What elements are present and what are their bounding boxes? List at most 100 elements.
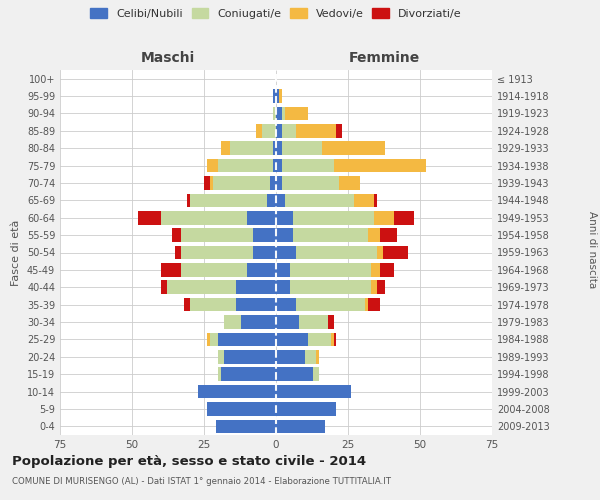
- Bar: [276, 315, 299, 329]
- Bar: [365, 298, 368, 312]
- Bar: [181, 263, 247, 276]
- Bar: [276, 142, 282, 155]
- Bar: [276, 90, 279, 103]
- Bar: [371, 280, 377, 294]
- Bar: [236, 298, 276, 312]
- Bar: [161, 211, 247, 224]
- Bar: [377, 280, 385, 294]
- Bar: [276, 124, 282, 138]
- Bar: [282, 142, 322, 155]
- Bar: [224, 315, 241, 329]
- Bar: [273, 106, 276, 120]
- Bar: [276, 263, 290, 276]
- Bar: [204, 176, 210, 190]
- Bar: [273, 142, 276, 155]
- Text: Maschi: Maschi: [141, 51, 195, 65]
- Bar: [296, 246, 377, 260]
- Bar: [276, 368, 313, 381]
- Bar: [224, 350, 276, 364]
- Bar: [276, 385, 351, 398]
- Bar: [184, 298, 190, 312]
- Bar: [276, 350, 305, 364]
- Bar: [354, 194, 374, 207]
- Bar: [316, 350, 319, 364]
- Bar: [276, 298, 296, 312]
- Bar: [337, 124, 342, 138]
- Bar: [210, 176, 212, 190]
- Bar: [276, 228, 293, 242]
- Bar: [282, 159, 334, 172]
- Bar: [276, 246, 296, 260]
- Bar: [273, 90, 276, 103]
- Bar: [218, 368, 221, 381]
- Bar: [383, 246, 409, 260]
- Bar: [221, 368, 276, 381]
- Bar: [374, 211, 394, 224]
- Bar: [198, 385, 276, 398]
- Bar: [284, 194, 354, 207]
- Bar: [334, 159, 426, 172]
- Bar: [218, 159, 273, 172]
- Bar: [210, 332, 218, 346]
- Bar: [368, 298, 380, 312]
- Text: COMUNE DI MURISENGO (AL) - Dati ISTAT 1° gennaio 2014 - Elaborazione TUTTITALIA.: COMUNE DI MURISENGO (AL) - Dati ISTAT 1°…: [12, 478, 391, 486]
- Bar: [262, 124, 276, 138]
- Bar: [187, 194, 190, 207]
- Bar: [371, 263, 380, 276]
- Bar: [276, 280, 290, 294]
- Text: Femmine: Femmine: [349, 51, 419, 65]
- Bar: [313, 368, 319, 381]
- Bar: [218, 350, 224, 364]
- Bar: [296, 124, 337, 138]
- Bar: [230, 142, 273, 155]
- Bar: [308, 332, 331, 346]
- Bar: [181, 228, 253, 242]
- Bar: [212, 176, 270, 190]
- Bar: [247, 263, 276, 276]
- Bar: [279, 90, 282, 103]
- Bar: [293, 211, 374, 224]
- Text: Popolazione per età, sesso e stato civile - 2014: Popolazione per età, sesso e stato civil…: [12, 455, 366, 468]
- Bar: [276, 211, 293, 224]
- Bar: [236, 280, 276, 294]
- Bar: [305, 350, 316, 364]
- Bar: [161, 280, 167, 294]
- Bar: [190, 194, 268, 207]
- Bar: [394, 211, 414, 224]
- Bar: [207, 159, 218, 172]
- Bar: [167, 280, 236, 294]
- Bar: [276, 194, 284, 207]
- Bar: [241, 315, 276, 329]
- Bar: [253, 246, 276, 260]
- Bar: [380, 263, 394, 276]
- Bar: [334, 332, 337, 346]
- Bar: [282, 106, 284, 120]
- Bar: [276, 332, 308, 346]
- Bar: [276, 402, 337, 415]
- Bar: [256, 124, 262, 138]
- Bar: [161, 263, 181, 276]
- Bar: [377, 246, 383, 260]
- Bar: [276, 420, 325, 433]
- Bar: [270, 176, 276, 190]
- Bar: [380, 228, 397, 242]
- Bar: [276, 176, 282, 190]
- Bar: [282, 124, 296, 138]
- Bar: [290, 280, 371, 294]
- Bar: [276, 106, 282, 120]
- Bar: [322, 142, 385, 155]
- Bar: [207, 402, 276, 415]
- Bar: [374, 194, 377, 207]
- Bar: [340, 176, 359, 190]
- Bar: [284, 106, 308, 120]
- Bar: [368, 228, 380, 242]
- Bar: [221, 142, 230, 155]
- Bar: [282, 176, 340, 190]
- Bar: [181, 246, 253, 260]
- Bar: [253, 228, 276, 242]
- Bar: [175, 246, 181, 260]
- Bar: [290, 263, 371, 276]
- Bar: [218, 332, 276, 346]
- Bar: [328, 315, 334, 329]
- Bar: [296, 298, 365, 312]
